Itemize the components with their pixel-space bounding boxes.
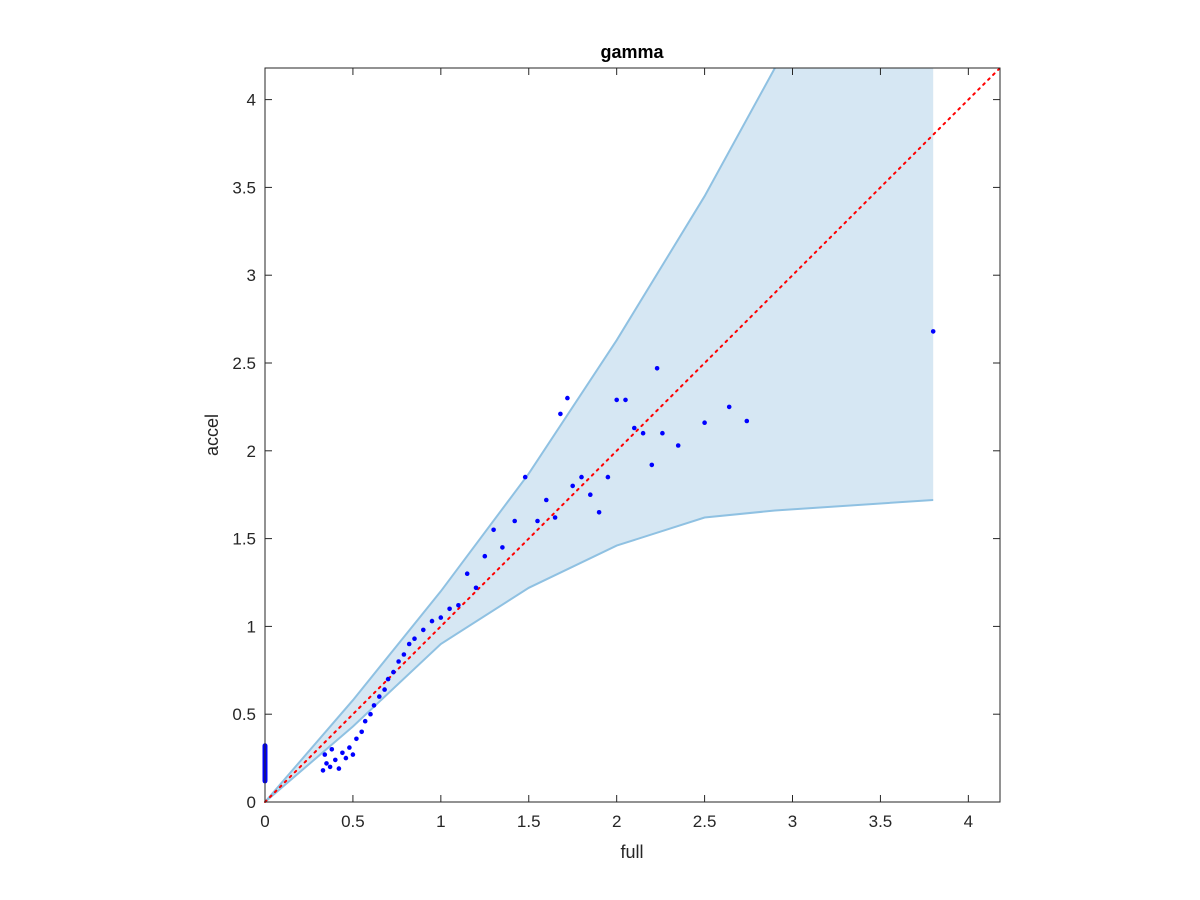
scatter-point xyxy=(614,397,619,403)
scatter-point xyxy=(343,755,349,761)
scatter-point xyxy=(605,474,611,480)
x-tick-label: 1.5 xyxy=(517,812,541,831)
scatter-point xyxy=(327,764,333,770)
scatter-point xyxy=(632,425,637,431)
scatter-point xyxy=(391,669,396,675)
axes-frame xyxy=(264,67,1001,803)
scatter-point xyxy=(382,687,387,692)
scatter-point xyxy=(329,747,335,752)
x-tick-label: 3.5 xyxy=(869,812,893,831)
y-tick-label: 3.5 xyxy=(232,178,256,197)
scatter-point xyxy=(660,430,665,436)
scatter-point xyxy=(512,518,517,524)
scatter-point xyxy=(396,659,401,664)
x-tick-label: 0.5 xyxy=(341,812,365,831)
y-tick-label: 3 xyxy=(247,266,256,285)
scatter-point xyxy=(675,443,681,448)
x-axis-label: full xyxy=(620,842,643,862)
scatter-point xyxy=(473,585,479,591)
scatter-point xyxy=(362,718,368,724)
y-tick-label: 4 xyxy=(247,91,256,110)
scatter-point xyxy=(447,606,452,612)
scatter-point xyxy=(654,366,660,371)
x-tick-label: 1 xyxy=(436,812,445,831)
scatter-point xyxy=(522,474,528,480)
scatter-point xyxy=(726,404,732,410)
scatter-point xyxy=(320,768,326,773)
x-tick-label: 2 xyxy=(612,812,621,831)
scatter-point xyxy=(368,711,373,717)
band-upper-edge xyxy=(264,67,776,803)
y-tick-label: 2 xyxy=(247,442,256,461)
scatter-point xyxy=(649,462,655,468)
scatter-point xyxy=(596,510,602,515)
axes: 0 0.5 1 1.5 2 2.5 3 3.5 4 0 0.5 1 1.5 2 2.5 3 3.5 4 xyxy=(232,67,1001,831)
scatter-point xyxy=(570,483,575,489)
scatter-point xyxy=(324,761,329,766)
scatter-point xyxy=(544,497,549,503)
scatter-point xyxy=(456,603,461,608)
x-tick-label: 3 xyxy=(788,812,797,831)
y-tick-label: 1 xyxy=(247,617,256,636)
confidence-band xyxy=(265,68,934,802)
scatter-point xyxy=(350,752,356,757)
band-lower-edge xyxy=(264,499,934,803)
x-tick-label: 2.5 xyxy=(693,812,717,831)
scatter-point xyxy=(552,515,558,520)
scatter-point xyxy=(702,420,707,426)
scatter-point xyxy=(744,418,750,424)
scatter-point xyxy=(322,752,328,757)
y-axis-label: accel xyxy=(202,414,222,456)
scatter-point xyxy=(333,757,338,763)
scatter-point xyxy=(421,627,426,633)
x-tick-label: 0 xyxy=(260,812,269,831)
y-tick-label: 0 xyxy=(247,793,256,812)
y-tick-label: 1.5 xyxy=(232,530,256,549)
scatter-point xyxy=(385,676,391,682)
scatter-point xyxy=(588,492,593,498)
scatter-point xyxy=(640,430,646,436)
scatter-point xyxy=(336,766,342,771)
scatter-point xyxy=(371,703,377,708)
scatter-point xyxy=(377,694,382,699)
scatter-point xyxy=(464,571,470,576)
plot-area xyxy=(262,67,1001,803)
scatter-point xyxy=(401,652,407,657)
chart-title: gamma xyxy=(600,42,664,62)
scatter-point xyxy=(359,729,365,735)
scatter-point xyxy=(412,636,417,641)
scatter-point xyxy=(354,736,359,742)
scatter-point xyxy=(535,518,540,524)
scatter-point xyxy=(930,329,936,334)
scatter-point xyxy=(579,474,584,480)
scatter-point xyxy=(565,395,570,401)
scatter-point xyxy=(558,411,563,417)
scatter-point xyxy=(491,527,496,533)
scatter-point xyxy=(482,553,488,559)
y-tick-label: 0.5 xyxy=(232,705,256,724)
x-tick-label: 4 xyxy=(964,812,973,831)
scatter-point xyxy=(500,545,505,550)
reference-line xyxy=(264,67,1001,803)
scatter-point xyxy=(623,397,628,403)
scatter-point xyxy=(429,618,435,624)
scatter-point xyxy=(347,745,352,750)
scatter-point xyxy=(438,615,444,620)
scatter-point xyxy=(406,641,412,647)
scatter-point xyxy=(340,750,345,756)
y-tick-label: 2.5 xyxy=(232,354,256,373)
